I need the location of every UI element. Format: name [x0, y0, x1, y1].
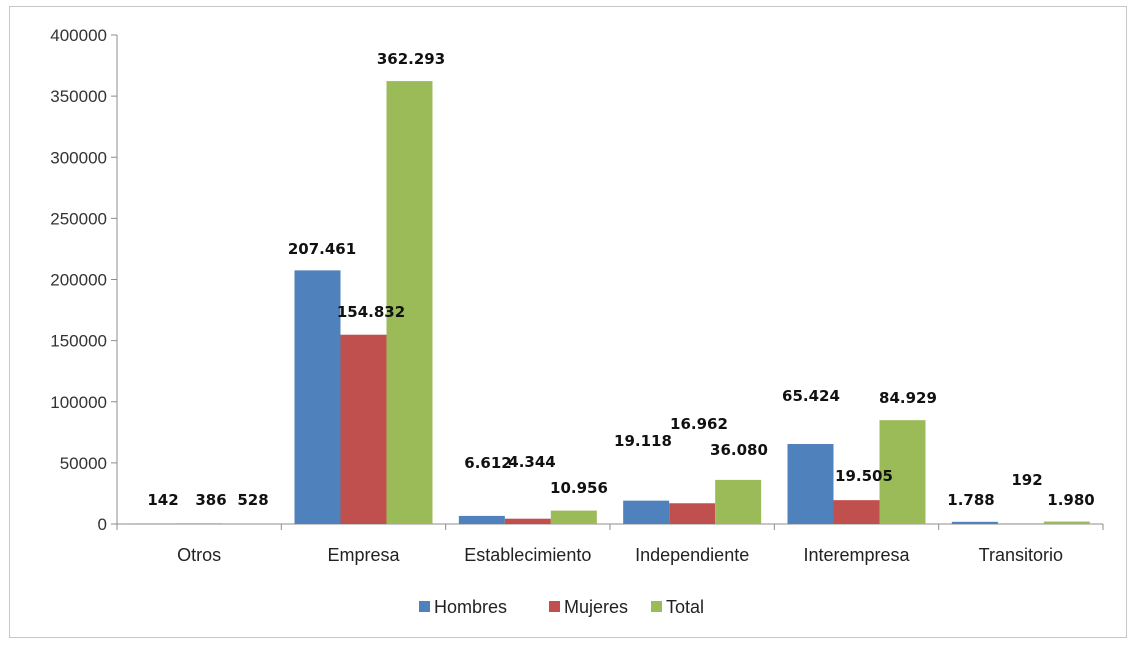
bars: [130, 81, 1090, 525]
bar-hombres-transitorio: [951, 521, 998, 524]
data-label-total-establecimiento: 10.956: [550, 479, 608, 497]
data-label-total-empresa: 362.293: [377, 50, 445, 68]
bar-total-interempresa: [879, 420, 926, 524]
data-label-total-otros: 528: [237, 491, 268, 509]
y-tick-label: 0: [98, 515, 107, 534]
legend-label: Hombres: [434, 597, 507, 617]
x-tick-label-independiente: Independiente: [635, 545, 749, 565]
data-label-mujeres-transitorio: 192: [1011, 471, 1042, 489]
data-label-hombres-empresa: 207.461: [288, 240, 356, 258]
bar-total-transitorio: [1043, 521, 1090, 524]
data-label-hombres-otros: 142: [147, 491, 178, 509]
bar-mujeres-independiente: [669, 503, 716, 524]
bar-total-establecimiento: [550, 510, 597, 524]
data-label-hombres-transitorio: 1.788: [947, 491, 994, 509]
data-label-mujeres-establecimiento: 4.344: [508, 453, 555, 471]
x-tick-label-empresa: Empresa: [327, 545, 400, 565]
legend-swatch: [651, 601, 662, 612]
data-label-hombres-interempresa: 65.424: [782, 387, 840, 405]
data-label-total-independiente: 36.080: [710, 441, 768, 459]
x-tick-label-interempresa: Interempresa: [803, 545, 910, 565]
x-tick-label-transitorio: Transitorio: [979, 545, 1063, 565]
legend-swatch: [549, 601, 560, 612]
y-tick-label: 400000: [50, 26, 107, 45]
data-labels: 142 386 528 207.461 154.832 362.293 6.6124.344…: [147, 50, 1094, 509]
bar-total-independiente: [715, 479, 762, 524]
bar-total-empresa: [386, 81, 433, 525]
legend-item-mujeres: Mujeres: [549, 597, 628, 617]
axes: 0 50000 100000 150000 200000 250000 300000 3500…: [50, 26, 1104, 565]
data-label-hombres-establecimiento: 6.612: [464, 454, 511, 472]
legend-label: Total: [666, 597, 704, 617]
data-label-mujeres-independiente: 16.962: [670, 415, 728, 433]
bar-mujeres-establecimiento: [504, 518, 551, 524]
legend: Hombres Mujeres Total: [419, 597, 704, 617]
data-label-mujeres-interempresa: 19.505: [835, 467, 893, 485]
y-tick-label: 200000: [50, 271, 107, 290]
data-label-hombres-independiente: 19.118: [614, 432, 672, 450]
data-label-total-interempresa: 84.929: [879, 389, 937, 407]
y-tick-label: 50000: [60, 454, 107, 473]
bar-mujeres-empresa: [340, 334, 387, 524]
x-tick-label-establecimiento: Establecimiento: [464, 545, 591, 565]
legend-item-hombres: Hombres: [419, 597, 507, 617]
legend-swatch: [419, 601, 430, 612]
bar-mujeres-interempresa: [833, 500, 880, 524]
y-tick-label: 300000: [50, 148, 107, 167]
chart-frame: [9, 6, 1127, 638]
bar-hombres-establecimiento: [458, 515, 505, 524]
bar-total-otros: [222, 523, 269, 524]
data-label-mujeres-empresa: 154.832: [337, 303, 405, 321]
bar-hombres-empresa: [294, 270, 341, 524]
y-tick-label: 250000: [50, 209, 107, 228]
y-tick-label: 100000: [50, 393, 107, 412]
legend-label: Mujeres: [564, 597, 628, 617]
bar-hombres-independiente: [623, 500, 670, 524]
legend-item-total: Total: [651, 597, 704, 617]
bar-hombres-interempresa: [787, 444, 834, 524]
data-label-mujeres-otros: 386: [195, 491, 226, 509]
data-label-total-transitorio: 1.980: [1047, 491, 1094, 509]
y-tick-label: 150000: [50, 332, 107, 351]
y-tick-label: 350000: [50, 87, 107, 106]
x-tick-label-otros: Otros: [177, 545, 221, 565]
